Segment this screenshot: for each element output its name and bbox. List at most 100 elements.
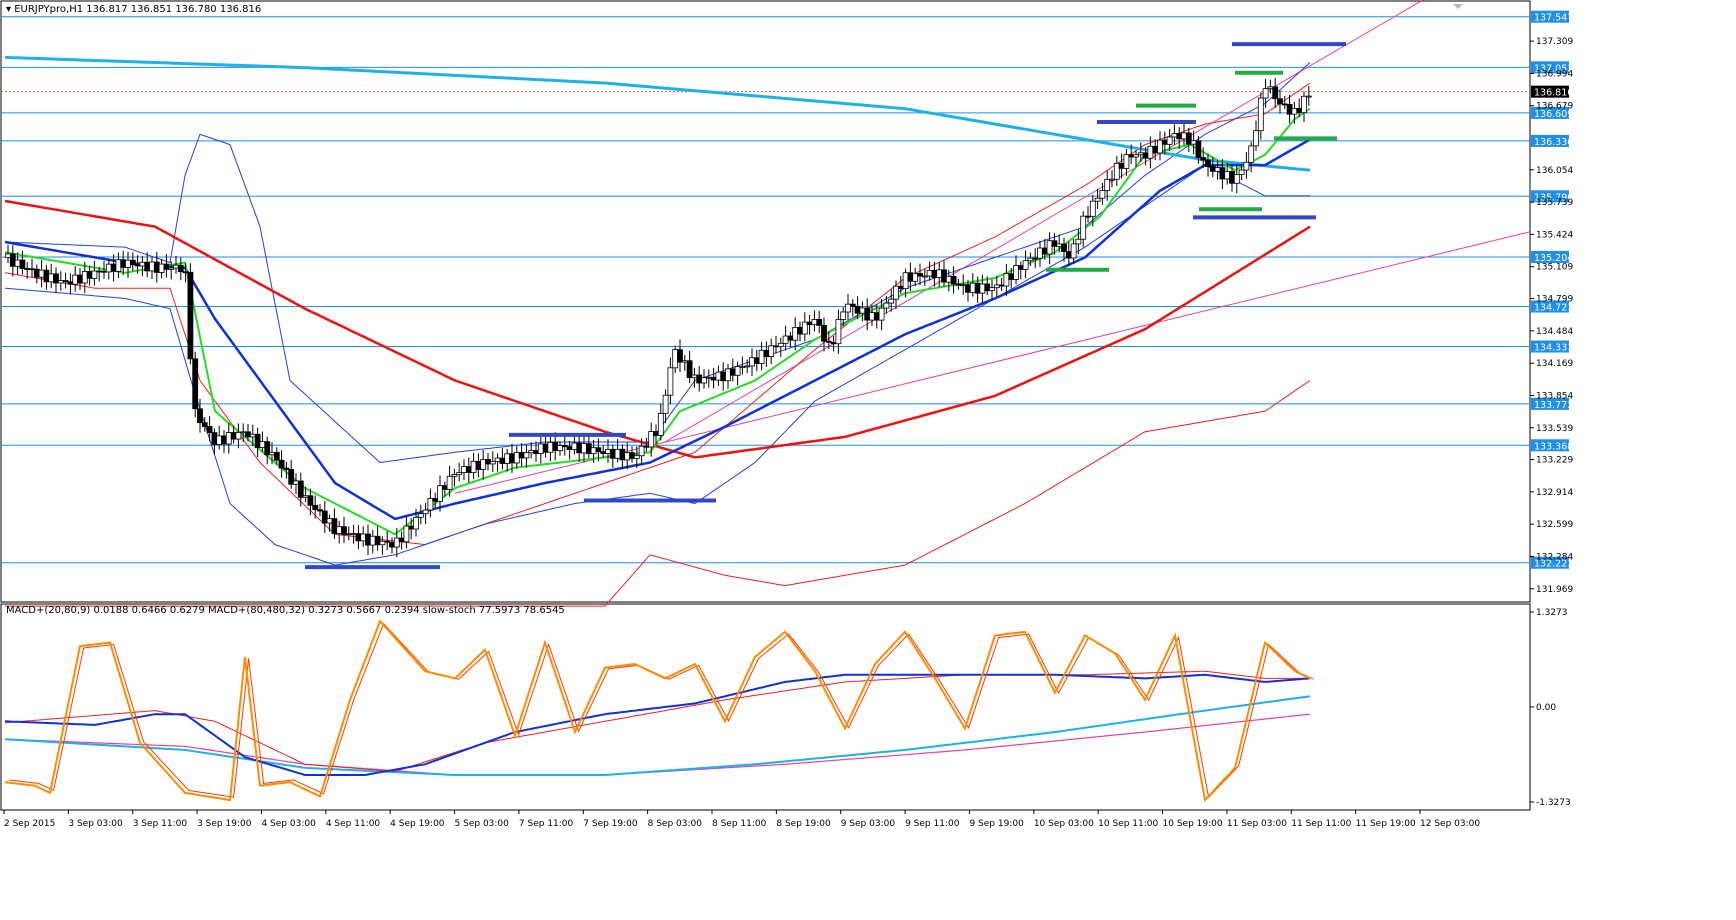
candle-bullish[interactable] — [173, 264, 179, 269]
candle-bearish[interactable] — [77, 274, 83, 284]
candle-bearish[interactable] — [163, 263, 170, 270]
candle-bearish[interactable] — [873, 312, 880, 321]
candle-bearish[interactable] — [816, 319, 823, 326]
candle-bearish[interactable] — [29, 268, 35, 271]
candle-bullish[interactable] — [72, 274, 79, 285]
macd-fast-line[interactable] — [4, 673, 1311, 776]
candle-bullish[interactable] — [739, 366, 746, 368]
candle-bearish[interactable] — [941, 269, 947, 283]
candle-bearish[interactable] — [19, 259, 26, 269]
candle-bearish[interactable] — [384, 540, 391, 543]
candle-bearish[interactable] — [264, 441, 271, 456]
candle-bullish[interactable] — [149, 261, 155, 272]
candle-bearish[interactable] — [629, 452, 635, 459]
candle-bullish[interactable] — [624, 452, 631, 461]
candle-bearish[interactable] — [729, 368, 736, 376]
candle-bearish[interactable] — [307, 495, 314, 506]
candle-bullish[interactable] — [345, 533, 352, 536]
trend-line-lower[interactable] — [454, 231, 1531, 494]
candle-bullish[interactable] — [537, 443, 544, 454]
candle-bearish[interactable] — [355, 533, 362, 542]
candle-bearish[interactable] — [720, 371, 727, 382]
candle-bullish[interactable] — [446, 475, 453, 490]
candle-bullish[interactable] — [393, 537, 400, 548]
candle-bearish[interactable] — [1061, 243, 1067, 252]
candle-bullish[interactable] — [691, 374, 698, 379]
candle-bullish[interactable] — [91, 270, 98, 279]
candle-bullish[interactable] — [1233, 174, 1240, 184]
shift-marker-icon[interactable] — [1453, 4, 1463, 9]
candle-bullish[interactable] — [1003, 273, 1010, 287]
candle-bullish[interactable] — [945, 275, 952, 283]
candle-bullish[interactable] — [1181, 132, 1187, 140]
candle-bullish[interactable] — [480, 459, 487, 470]
candle-bearish[interactable] — [134, 264, 141, 267]
candle-bearish[interactable] — [797, 326, 803, 335]
candle-bullish[interactable] — [811, 319, 818, 326]
candle-bearish[interactable] — [974, 282, 981, 294]
candle-bearish[interactable] — [374, 535, 381, 546]
candle-bullish[interactable] — [1171, 133, 1178, 138]
candle-bearish[interactable] — [485, 459, 491, 465]
candle-bearish[interactable] — [197, 408, 203, 424]
candle-bullish[interactable] — [168, 267, 175, 270]
candle-bullish[interactable] — [14, 259, 21, 267]
candle-bearish[interactable] — [1008, 273, 1015, 280]
candle-bullish[interactable] — [1305, 95, 1312, 98]
candle-bearish[interactable] — [283, 467, 290, 470]
candle-bullish[interactable] — [360, 533, 367, 542]
candle-bullish[interactable] — [427, 497, 434, 511]
candle-bearish[interactable] — [1219, 167, 1226, 180]
candle-bullish[interactable] — [1013, 265, 1019, 280]
candle-bearish[interactable] — [177, 264, 184, 273]
candle-bullish[interactable] — [1147, 145, 1154, 159]
candle-bullish[interactable] — [581, 443, 587, 454]
candle-bearish[interactable] — [321, 510, 328, 524]
candle-bullish[interactable] — [139, 261, 146, 267]
envelope-lower-line[interactable] — [5, 380, 1311, 607]
candle-bullish[interactable] — [494, 457, 501, 462]
candle-bullish[interactable] — [705, 376, 712, 379]
candle-bearish[interactable] — [33, 268, 40, 278]
candle-bearish[interactable] — [365, 533, 371, 546]
candle-bullish[interactable] — [1214, 167, 1221, 172]
candle-bearish[interactable] — [153, 261, 160, 273]
candle-bearish[interactable] — [432, 497, 439, 502]
candle-bullish[interactable] — [5, 253, 11, 258]
candle-bearish[interactable] — [1229, 171, 1235, 184]
candle-bearish[interactable] — [1205, 159, 1211, 167]
candle-bullish[interactable] — [235, 432, 242, 440]
candle-bullish[interactable] — [413, 516, 419, 530]
candle-bullish[interactable] — [869, 312, 875, 321]
candle-bullish[interactable] — [701, 377, 707, 384]
candle-bearish[interactable] — [710, 376, 717, 381]
candle-bullish[interactable] — [259, 441, 266, 448]
candle-bullish[interactable] — [1190, 140, 1197, 145]
candle-bearish[interactable] — [686, 360, 693, 379]
candle-bearish[interactable] — [245, 431, 251, 438]
candle-bullish[interactable] — [902, 272, 909, 290]
candle-bearish[interactable] — [201, 422, 208, 427]
candle-bearish[interactable] — [1065, 251, 1072, 259]
candle-bullish[interactable] — [293, 480, 299, 485]
candle-bullish[interactable] — [422, 509, 429, 515]
candle-bullish[interactable] — [667, 367, 674, 396]
candle-bearish[interactable] — [542, 443, 549, 453]
candle-bullish[interactable] — [523, 452, 530, 459]
candle-bullish[interactable] — [993, 284, 1000, 289]
candle-bearish[interactable] — [561, 445, 568, 448]
candle-bullish[interactable] — [777, 342, 784, 348]
candle-bearish[interactable] — [53, 273, 59, 284]
candle-bearish[interactable] — [312, 504, 319, 511]
candle-bullish[interactable] — [648, 431, 655, 448]
candle-bearish[interactable] — [441, 485, 448, 490]
stoch-main-line[interactable] — [4, 619, 1311, 803]
candle-bearish[interactable] — [619, 448, 626, 461]
envelope-upper-line[interactable] — [4, 82, 1311, 546]
candle-bearish[interactable] — [9, 253, 16, 267]
candle-bullish[interactable] — [969, 282, 976, 293]
candle-bearish[interactable] — [585, 443, 592, 455]
candle-bearish[interactable] — [1200, 157, 1207, 161]
candle-bullish[interactable] — [1137, 152, 1144, 156]
